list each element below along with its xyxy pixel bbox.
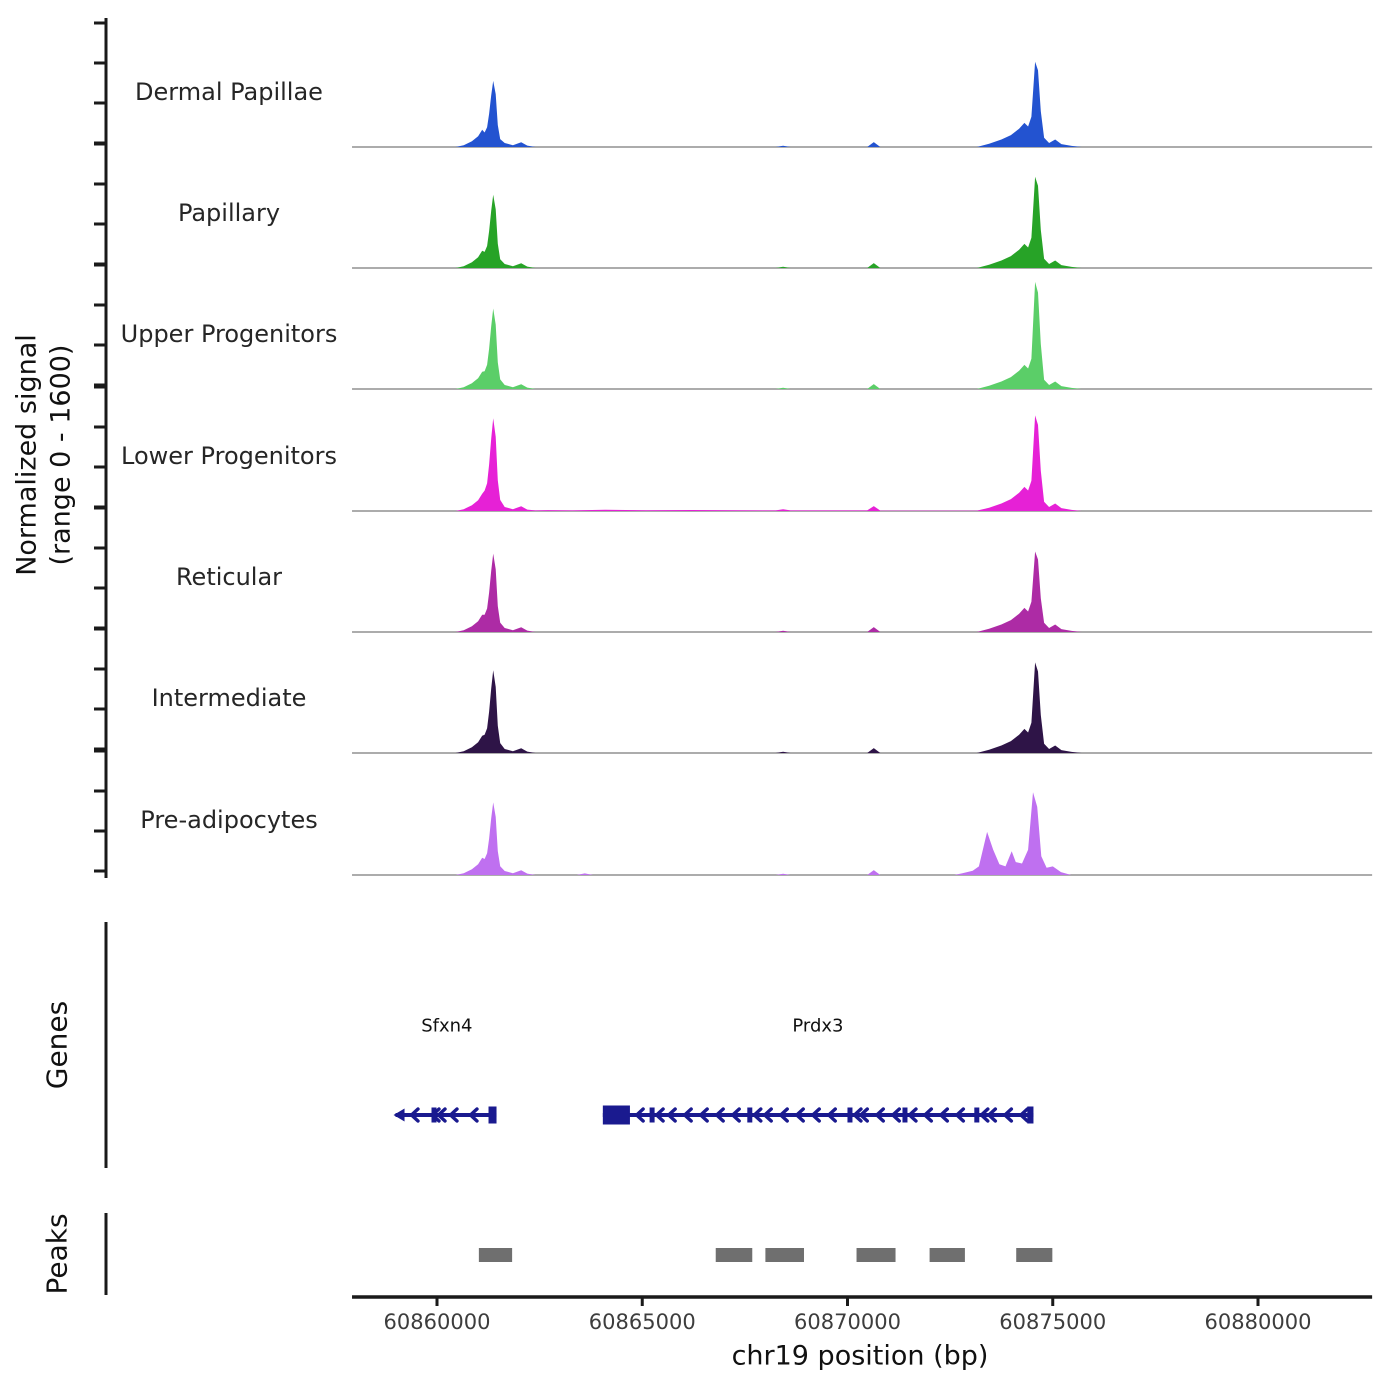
- gene-intron-chevron: [1002, 1107, 1014, 1123]
- gene-intron-chevron: [447, 1107, 459, 1123]
- peak-region-box: [765, 1248, 804, 1262]
- track-label-upper-progenitors: Upper Progenitors: [120, 320, 338, 348]
- peaks-section-label: Peaks: [40, 1213, 74, 1295]
- x-tick-label-60875000: 60875000: [999, 1310, 1107, 1334]
- gene-intron-chevron: [778, 1107, 789, 1123]
- gene-intron-chevron: [851, 1107, 863, 1123]
- x-axis-title: chr19 position (bp): [731, 1340, 989, 1372]
- gene-intron-chevron: [698, 1107, 709, 1123]
- peak-region-box: [1016, 1248, 1053, 1262]
- track-label-papillary: Papillary: [177, 199, 281, 227]
- gene-terminal-exon: [1027, 1106, 1034, 1124]
- gene-label-prdx3: Prdx3: [792, 1015, 844, 1037]
- track-label-reticular: Reticular: [175, 563, 283, 591]
- gene-intron-chevron: [954, 1107, 966, 1123]
- peak-region-box: [715, 1248, 753, 1262]
- gene-intron-chevron: [858, 1107, 869, 1123]
- gene-strand-arrowhead: [393, 1108, 405, 1122]
- gene-intron-chevron: [654, 1107, 665, 1123]
- gene-intron-chevron: [666, 1107, 677, 1123]
- gene-exon-tick: [974, 1107, 980, 1123]
- signal-area-dermal-papillae: [352, 61, 1373, 147]
- gene-intron-chevron: [874, 1107, 885, 1123]
- signal-area-pre-adipocytes: [352, 792, 1373, 875]
- signal-area-lower-progenitors: [352, 415, 1373, 511]
- signal-area-reticular: [352, 551, 1373, 632]
- genes-section-label: Genes: [40, 1000, 74, 1090]
- gene-exon-tick: [902, 1107, 908, 1123]
- gene-exon-tick: [431, 1107, 437, 1123]
- gene-intron-chevron: [978, 1107, 990, 1123]
- gene-intron-chevron: [1018, 1107, 1030, 1123]
- gene-intron-chevron: [922, 1107, 934, 1123]
- peak-region-box: [856, 1248, 896, 1262]
- gene-intron-chevron: [714, 1107, 725, 1123]
- gene-terminal-exon: [488, 1106, 497, 1124]
- gene-exon-tick: [847, 1107, 853, 1123]
- gene-intron-chevron: [938, 1107, 950, 1123]
- gene-intron-chevron: [408, 1107, 420, 1123]
- gene-intron-chevron: [794, 1107, 805, 1123]
- gene-intron-chevron: [634, 1107, 645, 1123]
- gene-intron-chevron: [730, 1107, 741, 1123]
- gene-intron-chevron: [890, 1107, 901, 1123]
- gene-intron-chevron: [762, 1107, 773, 1123]
- gene-intron-chevron: [826, 1107, 837, 1123]
- gene-intron-chevron: [682, 1107, 693, 1123]
- signal-area-upper-progenitors: [352, 281, 1373, 389]
- track-label-lower-progenitors: Lower Progenitors: [121, 442, 337, 470]
- signal-area-intermediate: [352, 662, 1373, 753]
- track-label-pre-adipocytes: Pre-adipocytes: [140, 806, 318, 834]
- y-axis-label-line2: (range 0 - 1600): [45, 344, 76, 566]
- gene-intron-chevron: [467, 1107, 479, 1123]
- peak-region-box: [929, 1248, 965, 1262]
- y-axis-label: Normalized signal (range 0 - 1600): [10, 334, 78, 576]
- gene-label-sfxn4: Sfxn4: [421, 1015, 473, 1037]
- gene-intron-chevron: [906, 1107, 918, 1123]
- gene-exon-tick: [747, 1107, 753, 1123]
- gene-intron-chevron: [986, 1107, 998, 1123]
- y-axis-label-line1: Normalized signal: [11, 334, 43, 576]
- gene-exon-tick: [649, 1107, 655, 1123]
- x-tick-label-60865000: 60865000: [588, 1310, 696, 1334]
- gene-intron-chevron: [810, 1107, 821, 1123]
- track-label-intermediate: Intermediate: [151, 684, 307, 712]
- signal-area-papillary: [352, 176, 1373, 268]
- peak-region-box: [478, 1248, 513, 1262]
- gene-intron-chevron: [751, 1107, 763, 1123]
- track-label-dermal-papillae: Dermal Papillae: [135, 78, 323, 106]
- x-tick-label-60860000: 60860000: [383, 1310, 491, 1334]
- x-tick-label-60870000: 60870000: [794, 1310, 901, 1334]
- gene-utr-exon-block: [602, 1105, 630, 1125]
- gene-intron-chevron: [435, 1107, 447, 1123]
- x-tick-label-60880000: 60880000: [1204, 1310, 1312, 1334]
